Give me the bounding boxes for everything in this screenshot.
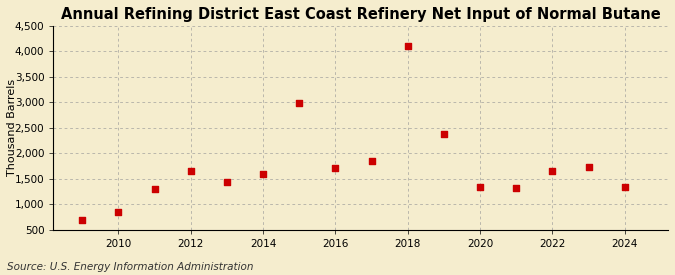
Point xyxy=(583,165,594,169)
Point xyxy=(294,101,304,106)
Text: Source: U.S. Energy Information Administration: Source: U.S. Energy Information Administ… xyxy=(7,262,253,272)
Point xyxy=(258,172,269,176)
Point xyxy=(475,185,485,189)
Point xyxy=(366,159,377,163)
Point xyxy=(330,165,341,170)
Y-axis label: Thousand Barrels: Thousand Barrels xyxy=(7,79,17,176)
Point xyxy=(402,44,413,48)
Point xyxy=(77,217,88,222)
Point xyxy=(149,187,160,191)
Point xyxy=(619,185,630,189)
Point xyxy=(113,210,124,214)
Point xyxy=(439,132,450,136)
Title: Annual Refining District East Coast Refinery Net Input of Normal Butane: Annual Refining District East Coast Refi… xyxy=(61,7,661,22)
Point xyxy=(221,180,232,185)
Point xyxy=(547,169,558,173)
Point xyxy=(511,186,522,191)
Point xyxy=(186,169,196,173)
